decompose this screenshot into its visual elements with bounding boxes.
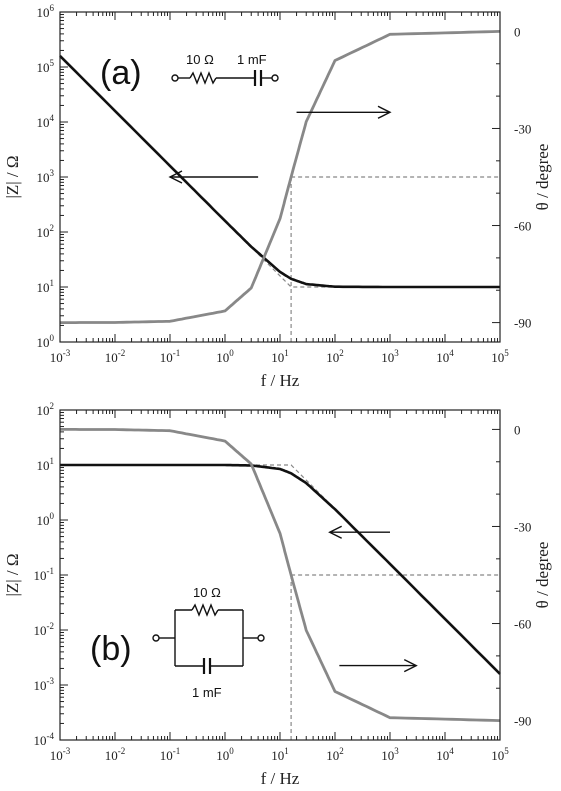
y-left-tick-label: 101	[37, 278, 55, 295]
terminal-right	[271, 74, 279, 82]
y-left-tick-label: 10-3	[34, 676, 55, 693]
x-tick-label: 10-1	[160, 348, 181, 365]
panel-a: 10-3 10-2 10-1 100 101 102 103 104 105 100 101 102 1…	[3, 3, 552, 390]
y-right-axis-label: θ / degree	[533, 144, 552, 211]
capacitor-label: 1 mF	[237, 52, 267, 67]
y-left-tick-label: 10-4	[34, 731, 55, 748]
y-left-tick-label: 100	[37, 511, 55, 528]
x-tick-label: 102	[326, 348, 344, 365]
y-right-tick-label: -60	[514, 219, 531, 234]
y-right-tick-label: -90	[514, 714, 531, 729]
phase-series-line	[60, 30, 501, 324]
y-left-tick-label: 104	[37, 113, 55, 130]
y-left-tick-label: 101	[37, 456, 55, 473]
x-tick-label: 100	[216, 746, 234, 763]
circuit-diagram	[152, 603, 265, 674]
axis-arrow-head	[377, 105, 392, 119]
x-tick-label: 100	[216, 348, 234, 365]
impedance-series-line	[59, 54, 500, 289]
x-tick-label: 10-2	[105, 746, 126, 763]
y-left-tick-label: 105	[37, 58, 55, 75]
panel-label: (b)	[90, 630, 132, 668]
y-left-tick-label: 103	[37, 168, 55, 185]
y-right-tick-label: -90	[514, 316, 531, 331]
capacitor-label: 1 mF	[192, 685, 222, 700]
resistor-symbol	[191, 603, 219, 617]
x-tick-label: 10-1	[160, 746, 181, 763]
x-tick-label: 10-3	[50, 746, 71, 763]
axis-arrow-head	[403, 658, 418, 673]
circuit-diagram	[171, 70, 279, 86]
panel-label: (a)	[100, 54, 142, 92]
y-right-tick-label: -30	[514, 519, 531, 534]
y-right-tick-label: 0	[514, 422, 521, 437]
phase-series-line	[60, 428, 501, 722]
x-tick-label: 105	[491, 746, 509, 763]
panel-b: 10-3 10-2 10-1 100 101 102 103 104 10510-410-310…	[3, 401, 552, 788]
terminal-right	[257, 634, 265, 642]
x-axis-label: f / Hz	[261, 371, 300, 390]
y-left-tick-label: 102	[37, 401, 55, 418]
x-tick-label: 104	[436, 348, 454, 365]
axis-arrow-head	[168, 170, 183, 184]
y-left-axis-label: |Z| / Ω	[3, 553, 22, 596]
resistor-label: 10 Ω	[193, 585, 221, 600]
y-left-tick-label: 106	[37, 3, 55, 20]
resistor-symbol	[189, 71, 217, 85]
y-right-tick-label: -60	[514, 617, 531, 632]
x-tick-label: 10-2	[105, 348, 126, 365]
x-tick-label: 103	[381, 348, 399, 365]
y-left-tick-label: 10-2	[34, 621, 55, 638]
y-right-tick-label: 0	[514, 24, 521, 39]
y-left-axis-label: |Z| / Ω	[3, 155, 22, 198]
x-tick-label: 102	[326, 746, 344, 763]
axis-arrow-head	[328, 525, 342, 539]
x-tick-label: 10-3	[50, 348, 71, 365]
y-left-tick-label: 102	[37, 223, 55, 240]
x-tick-label: 101	[271, 746, 289, 763]
y-right-axis-label: θ / degree	[533, 542, 552, 609]
x-tick-label: 103	[381, 746, 399, 763]
x-axis-label: f / Hz	[261, 769, 300, 788]
resistor-label: 10 Ω	[186, 52, 214, 67]
y-left-tick-label: 10-1	[34, 566, 55, 583]
y-right-tick-label: -30	[514, 121, 531, 136]
x-tick-label: 105	[491, 348, 509, 365]
x-tick-label: 101	[271, 348, 289, 365]
y-left-tick-label: 100	[37, 333, 55, 350]
x-tick-label: 104	[436, 746, 454, 763]
impedance-series-line	[60, 463, 501, 675]
plot-frame	[59, 409, 501, 741]
plot-frame	[59, 11, 501, 343]
